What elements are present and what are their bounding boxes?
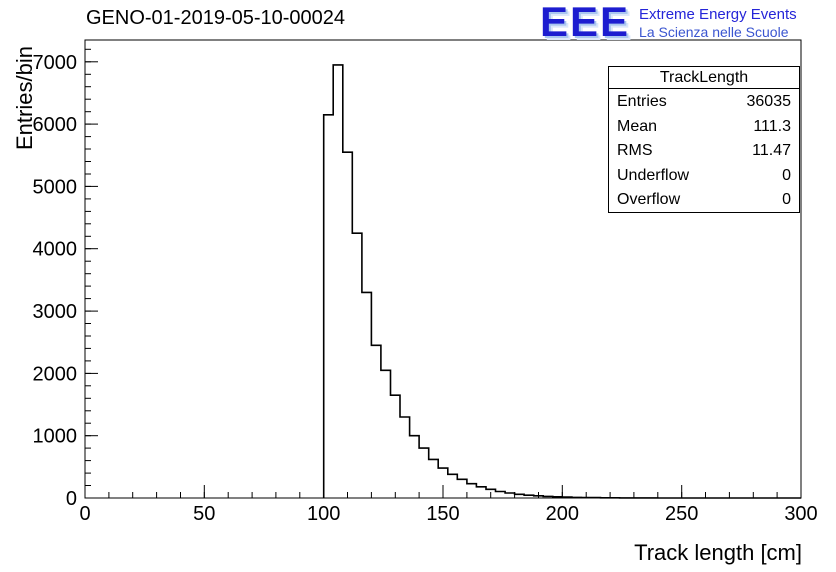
x-tick-label: 0 — [79, 503, 90, 525]
eee-logo-text: EEE — [540, 0, 631, 45]
stats-row-mean: Mean 111.3 — [609, 114, 799, 139]
stats-value: 0 — [782, 191, 791, 209]
eee-logo: EEE Extreme Energy Events La Scienza nel… — [540, 0, 797, 45]
eee-logo-caption: Extreme Energy Events La Scienza nelle S… — [639, 5, 797, 41]
stats-label: Entries — [617, 93, 667, 110]
histogram-line — [322, 64, 801, 499]
stats-value: 36035 — [746, 93, 792, 110]
stats-row-entries: Entries 36035 — [609, 89, 799, 114]
y-tick-label: 2000 — [33, 363, 78, 385]
y-tick-label: 7000 — [33, 52, 78, 74]
axes — [84, 39, 802, 499]
stats-label: Mean — [617, 117, 658, 135]
x-tick-label: 250 — [665, 503, 698, 525]
stats-label: Underflow — [617, 166, 690, 184]
stats-label: RMS — [617, 142, 653, 160]
x-tick-label: 150 — [426, 503, 459, 525]
y-tick-label: 5000 — [33, 176, 78, 198]
x-axis-title: Track length [cm] — [634, 540, 802, 565]
stats-value: 111.3 — [753, 117, 791, 135]
stats-value: 11.47 — [752, 142, 791, 160]
stats-title: TrackLength — [609, 67, 799, 89]
histogram-title: GENO-01-2019-05-10-00024 — [86, 7, 346, 29]
stats-row-underflow: Underflow 0 — [609, 163, 799, 188]
stats-row-overflow: Overflow 0 — [609, 187, 799, 212]
stats-box: TrackLength Entries 36035 Mean 111.3 RMS… — [608, 66, 800, 213]
x-tick-label: 300 — [784, 503, 817, 525]
tick-labels: 0 50 100 150 200 250 3000100020003000400050006… — [33, 52, 818, 525]
x-tick-label: 50 — [193, 503, 215, 525]
x-tick-label: 100 — [307, 503, 340, 525]
stats-value: 0 — [782, 166, 791, 184]
y-tick-label: 3000 — [33, 301, 78, 323]
stats-label: Overflow — [617, 191, 681, 209]
logo-line1: Extreme Energy Events — [639, 6, 797, 23]
y-tick-label: 4000 — [33, 239, 78, 261]
stats-row-rms: RMS 11.47 — [609, 138, 799, 163]
y-tick-label: 0 — [66, 488, 77, 510]
y-tick-label: 6000 — [33, 114, 78, 136]
y-tick-label: 1000 — [33, 426, 78, 448]
y-axis-title: Entries/bin — [12, 46, 37, 150]
x-tick-label: 200 — [546, 503, 579, 525]
logo-line2: La Scienza nelle Scuole — [639, 24, 789, 40]
